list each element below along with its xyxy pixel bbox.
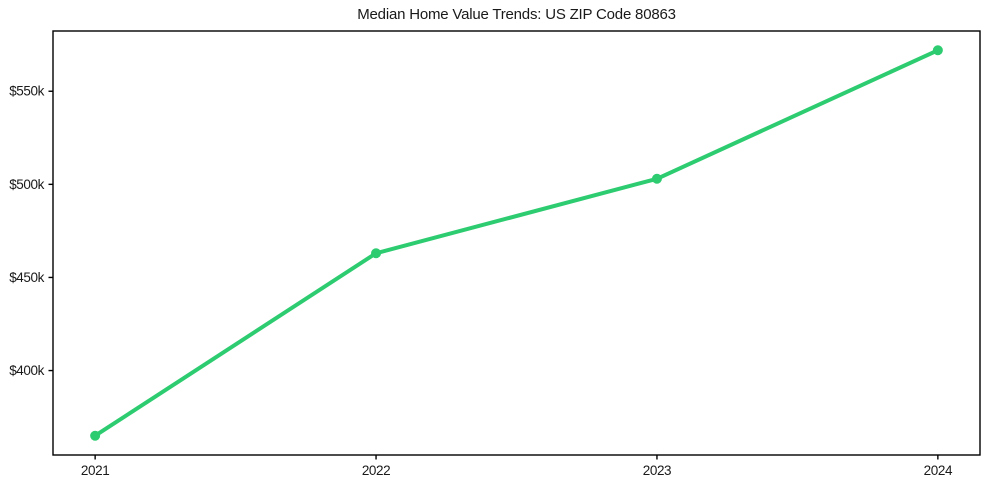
x-axis-tick-label: 2024: [924, 463, 953, 478]
y-axis-tick-label: $400k: [9, 363, 44, 378]
trend-line: [93, 48, 940, 438]
data-point-marker: [932, 45, 943, 56]
data-point-marker: [651, 173, 662, 184]
chart-title: Median Home Value Trends: US ZIP Code 80…: [357, 6, 676, 23]
y-axis-tick-label: $500k: [9, 177, 44, 192]
plot-border: [52, 30, 981, 456]
x-axis-tick-label: 2021: [81, 463, 109, 478]
x-axis-tick-label: 2022: [362, 463, 390, 478]
y-axis-tick-label: $550k: [9, 84, 44, 99]
data-point-marker: [371, 248, 382, 259]
x-axis-tick-label: 2023: [643, 463, 671, 478]
data-point-marker: [90, 430, 101, 441]
y-axis-tick-label: $450k: [9, 270, 44, 285]
